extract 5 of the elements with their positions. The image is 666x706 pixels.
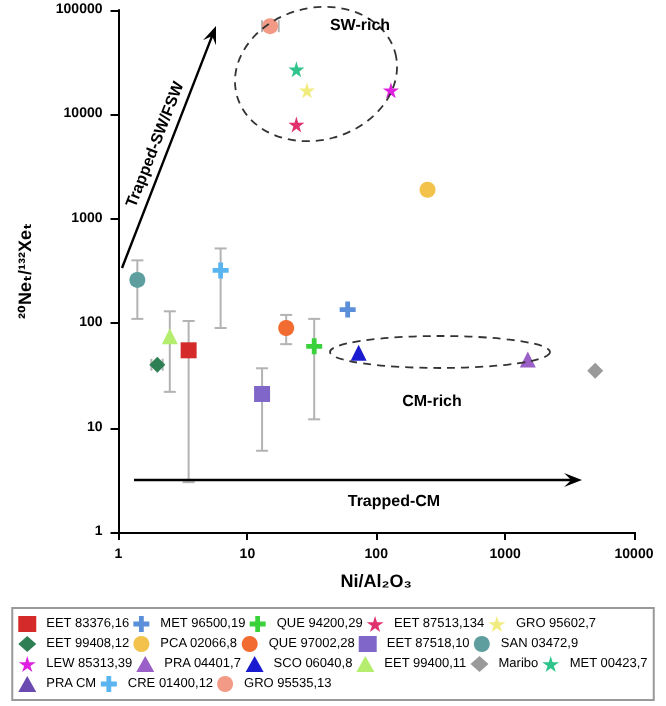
annotation: Trapped-CM [347,491,441,509]
y-axis-title: ²⁰Neₜ/¹³²Xeₜ [15,223,35,319]
annotation: SW-rich [329,15,391,33]
x-axis-title: Ni/Al₂O₃ [340,571,412,591]
annotation: CM-rich [402,391,462,409]
